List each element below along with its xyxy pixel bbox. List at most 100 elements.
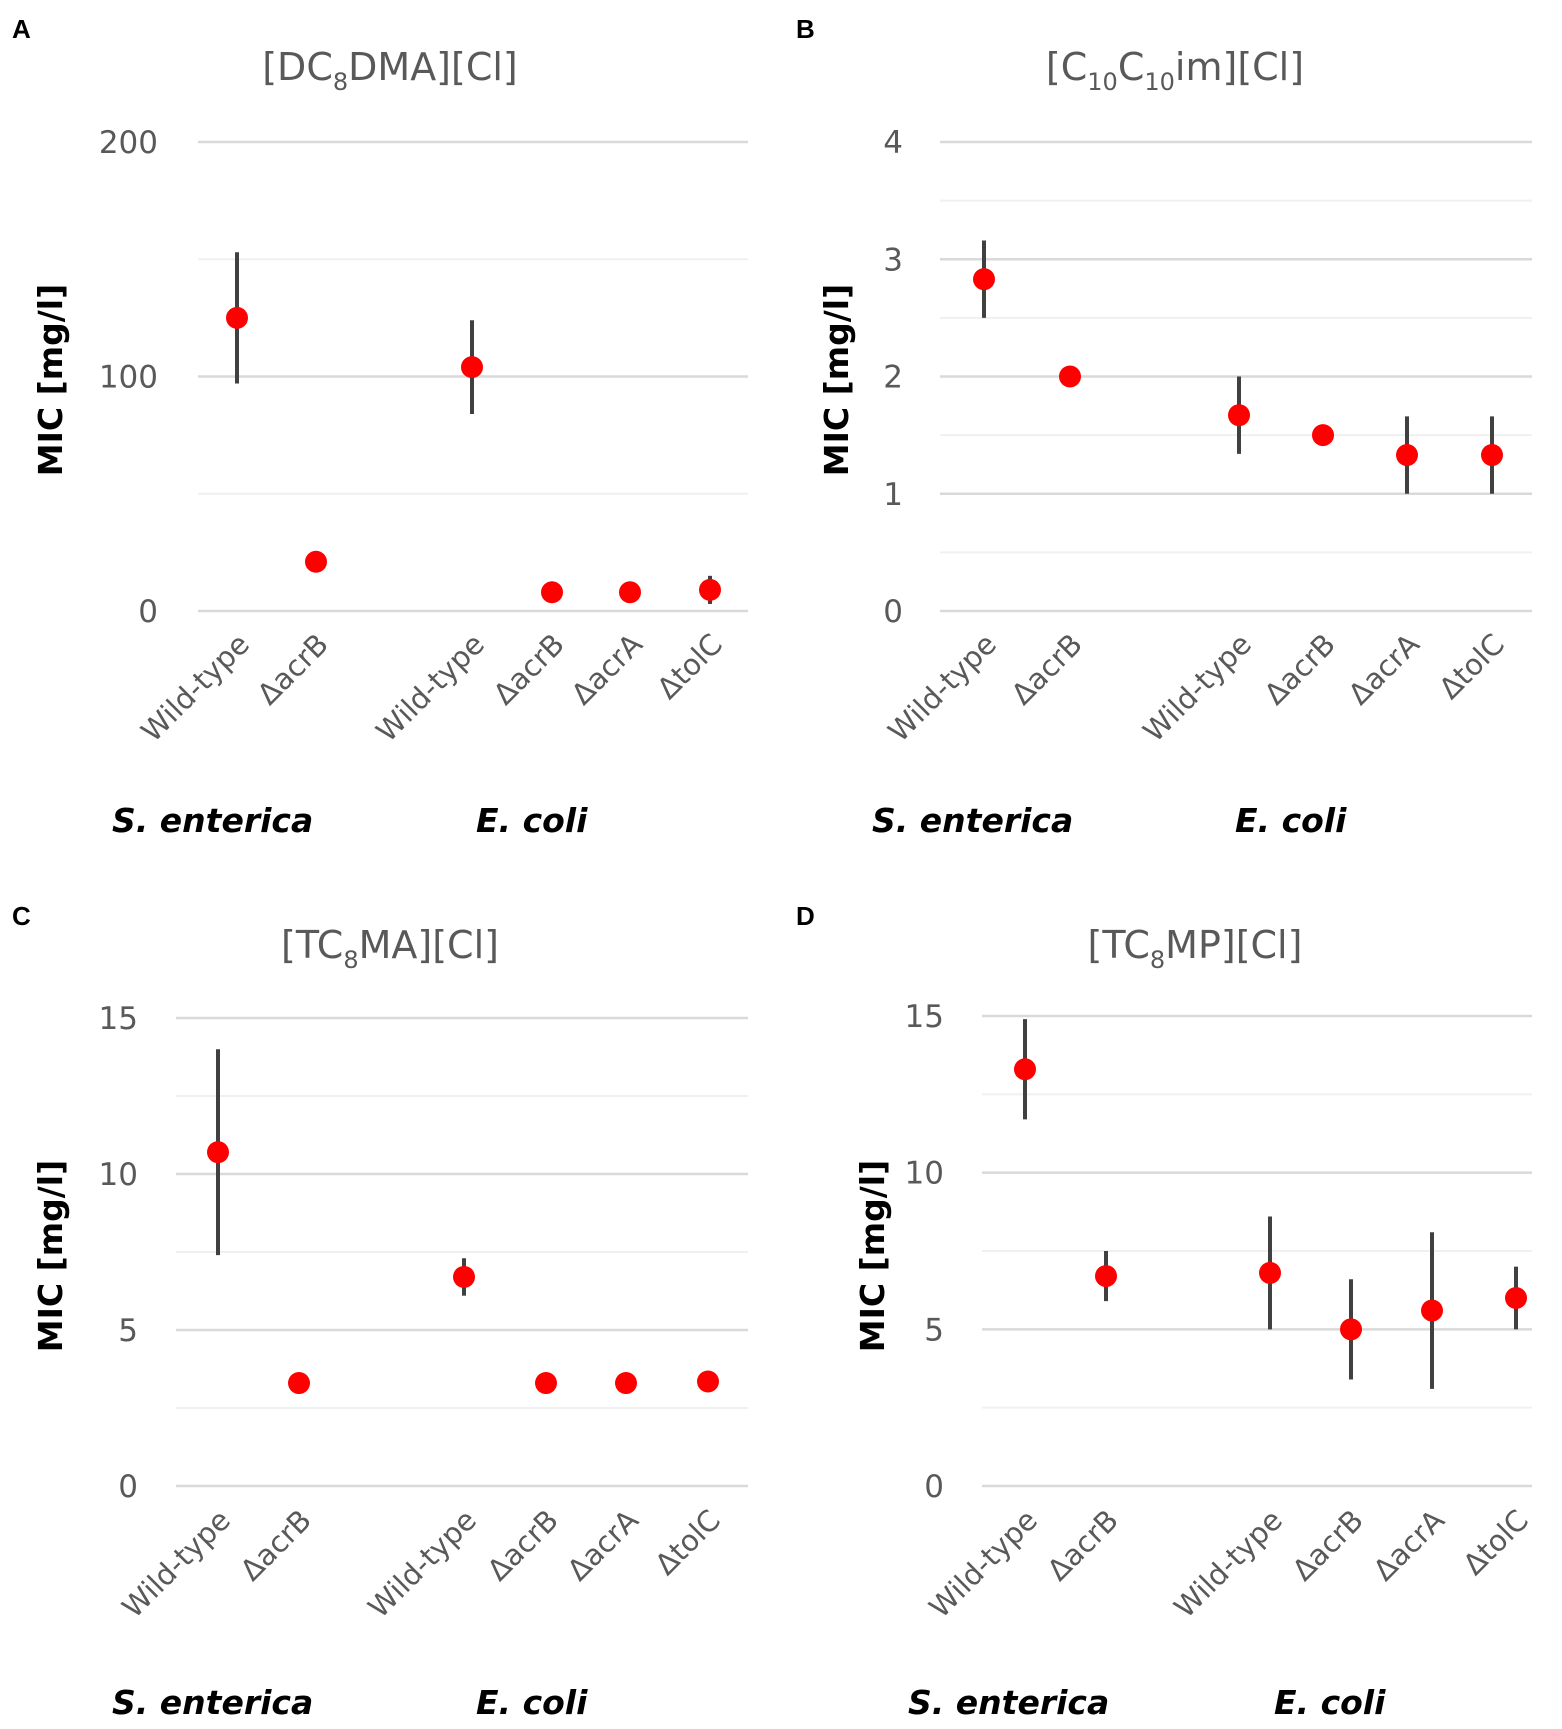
y-tick-label: 0 xyxy=(118,1469,138,1505)
chart-title: [TC8MP][Cl] xyxy=(1088,923,1303,974)
title-sub2: 10 xyxy=(1144,68,1175,96)
y-tick-label: 5 xyxy=(924,1312,944,1348)
y-tick-label: 200 xyxy=(99,125,158,161)
x-category-label: ΔtolC xyxy=(1456,1503,1535,1582)
group-label: S. enterica xyxy=(112,1683,313,1722)
x-category-label: ΔtolC xyxy=(650,627,729,706)
x-category-label: ΔacrB xyxy=(234,1503,318,1587)
group-label: E. coli xyxy=(1235,801,1347,840)
title-pre: [TC xyxy=(1088,923,1150,967)
x-category-label: Wild-type xyxy=(361,1503,482,1624)
x-category-label: ΔacrB xyxy=(1041,1503,1125,1587)
x-category-label: Wild-type xyxy=(369,627,490,748)
title-post: im][Cl] xyxy=(1175,45,1304,89)
chart-title: [TC8MA][Cl] xyxy=(281,923,499,974)
y-tick-label: 0 xyxy=(883,594,903,630)
title-sub1: 8 xyxy=(343,946,358,974)
x-category-label: ΔacrB xyxy=(487,627,571,711)
title-mid: DMA][Cl] xyxy=(348,45,518,89)
data-point xyxy=(973,268,995,291)
y-tick-label: 10 xyxy=(99,1157,138,1193)
y-tick-label: 3 xyxy=(883,242,903,278)
data-point xyxy=(697,1370,719,1393)
data-point xyxy=(453,1265,475,1288)
title-pre: [C xyxy=(1046,45,1087,89)
data-point xyxy=(1312,424,1334,447)
title-sub1: 10 xyxy=(1087,68,1118,96)
y-tick-label: 4 xyxy=(883,125,903,161)
x-category-label: Wild-type xyxy=(881,627,1002,748)
data-point xyxy=(288,1372,310,1395)
x-category-label: ΔacrB xyxy=(1286,1503,1370,1587)
title-pre: [DC xyxy=(262,45,333,89)
x-category-label: ΔacrB xyxy=(251,627,335,711)
y-tick-label: 2 xyxy=(883,360,903,396)
x-category-label: ΔtolC xyxy=(648,1503,727,1582)
title-sub1: 8 xyxy=(333,68,348,96)
data-point xyxy=(207,1141,229,1164)
x-category-label: ΔacrB xyxy=(1005,627,1089,711)
data-point xyxy=(1340,1318,1362,1341)
group-label: E. coli xyxy=(1274,1683,1386,1722)
y-tick-label: 5 xyxy=(118,1313,138,1349)
data-point xyxy=(461,356,483,379)
x-category-label: ΔtolC xyxy=(1432,627,1511,706)
panel-letter: B xyxy=(796,14,815,44)
data-point xyxy=(1095,1265,1117,1288)
group-label: E. coli xyxy=(476,801,588,840)
title-mid: C xyxy=(1118,45,1145,89)
data-point xyxy=(226,306,248,329)
y-axis-label: MIC [mg/l] xyxy=(817,284,856,476)
data-point xyxy=(541,581,563,604)
title-mid: MP][Cl] xyxy=(1165,923,1302,967)
x-category-label: ΔacrB xyxy=(1258,627,1342,711)
y-tick-label: 100 xyxy=(99,360,158,396)
title-sub1: 8 xyxy=(1150,946,1165,974)
x-category-label: Wild-type xyxy=(922,1503,1043,1624)
x-category-label: ΔacrA xyxy=(565,627,649,711)
y-tick-label: 1 xyxy=(883,477,903,513)
x-category-label: ΔacrA xyxy=(1342,627,1426,711)
data-point xyxy=(1014,1058,1036,1081)
chart-title: [C10C10im][Cl] xyxy=(1046,45,1304,96)
y-tick-label: 0 xyxy=(924,1469,944,1505)
y-tick-label: 15 xyxy=(99,1001,138,1037)
title-mid: MA][Cl] xyxy=(359,923,499,967)
y-axis-label: MIC [mg/l] xyxy=(31,1160,70,1352)
group-label: S. enterica xyxy=(872,801,1073,840)
x-category-label: Wild-type xyxy=(1167,1503,1288,1624)
group-label: E. coli xyxy=(476,1683,588,1722)
y-tick-label: 0 xyxy=(138,594,158,630)
group-label: S. enterica xyxy=(112,801,313,840)
title-pre: [TC xyxy=(281,923,343,967)
data-point xyxy=(535,1372,557,1395)
x-category-label: Wild-type xyxy=(115,1503,236,1624)
x-category-label: Wild-type xyxy=(1136,627,1257,748)
x-category-label: ΔacrB xyxy=(481,1503,565,1587)
data-point xyxy=(615,1372,637,1395)
data-point xyxy=(1228,404,1250,427)
panel-letter: D xyxy=(796,901,815,931)
y-tick-label: 15 xyxy=(905,999,944,1035)
chart-title: [DC8DMA][Cl] xyxy=(262,45,518,96)
data-point xyxy=(1421,1299,1443,1322)
data-point xyxy=(1505,1287,1527,1309)
y-axis-label: MIC [mg/l] xyxy=(853,1160,892,1352)
data-point xyxy=(1259,1261,1281,1284)
x-category-label: Wild-type xyxy=(134,627,255,748)
data-point xyxy=(1481,444,1503,467)
data-point xyxy=(619,581,641,604)
data-point xyxy=(699,578,721,601)
data-point xyxy=(305,550,327,573)
group-label: S. enterica xyxy=(908,1683,1109,1722)
x-category-label: ΔacrA xyxy=(561,1503,645,1587)
panel-letter: A xyxy=(12,14,31,44)
x-category-label: ΔacrA xyxy=(1367,1503,1451,1587)
y-tick-label: 10 xyxy=(905,1156,944,1192)
y-axis-label: MIC [mg/l] xyxy=(31,284,70,476)
